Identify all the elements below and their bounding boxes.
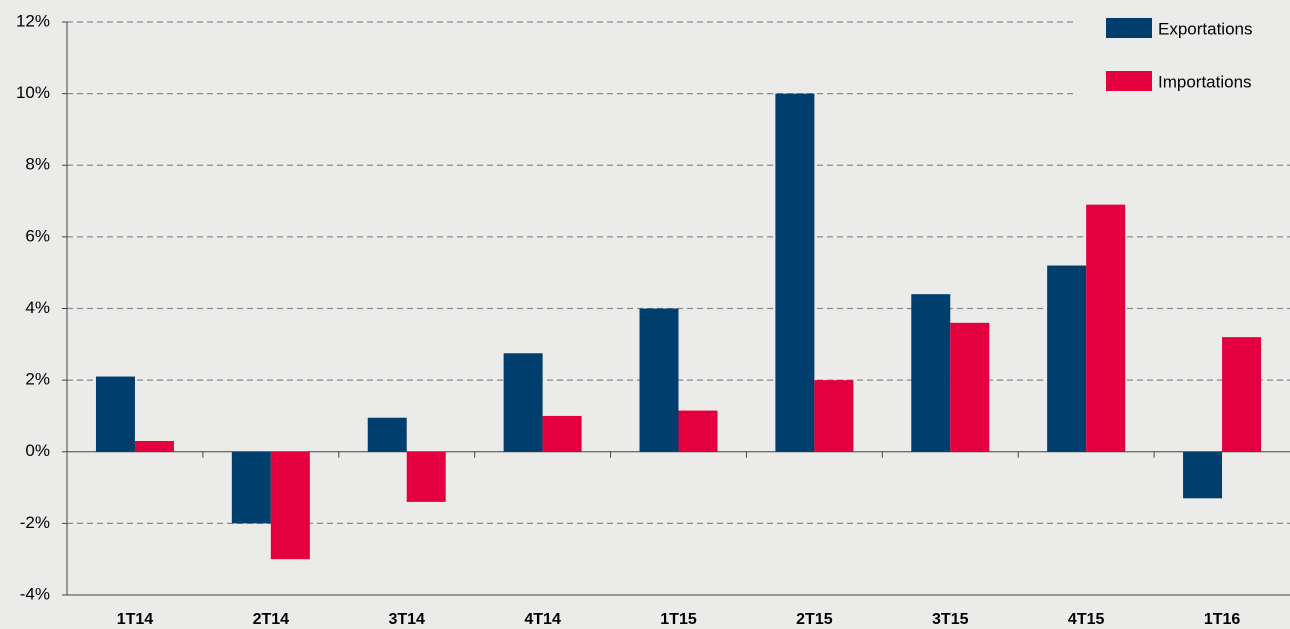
bar <box>1086 204 1126 452</box>
bar <box>814 380 854 452</box>
x-tick-label: 1T14 <box>117 611 154 628</box>
bar <box>367 417 407 452</box>
y-tick-label: 4% <box>25 298 50 317</box>
legend-label: Exportations <box>1158 19 1253 38</box>
x-tick-label: 2T14 <box>253 611 290 628</box>
y-tick-label: -4% <box>20 584 50 603</box>
y-tick-label: 10% <box>16 83 50 102</box>
x-tick-label: 4T14 <box>524 611 561 628</box>
bar <box>1047 265 1087 452</box>
bar <box>134 441 174 452</box>
x-tick-label: 3T14 <box>388 611 425 628</box>
bar <box>775 93 815 452</box>
bar <box>270 451 310 560</box>
y-tick-label: 6% <box>25 226 50 245</box>
legend-swatch <box>1106 18 1152 38</box>
bar <box>911 294 951 452</box>
legend-swatch <box>1106 71 1152 91</box>
bar <box>950 322 990 452</box>
y-tick-label: 2% <box>25 370 50 389</box>
x-tick-label: 1T16 <box>1204 611 1241 628</box>
x-tick-label: 3T15 <box>932 611 969 628</box>
bar <box>1222 337 1262 452</box>
bar <box>542 415 582 452</box>
x-tick-label: 2T15 <box>796 611 833 628</box>
bar <box>1183 451 1223 499</box>
bar <box>639 308 679 452</box>
bar <box>503 353 543 452</box>
y-tick-label: -2% <box>20 513 50 532</box>
y-tick-label: 8% <box>25 155 50 174</box>
bar <box>231 451 271 524</box>
bar <box>95 376 135 452</box>
y-tick-label: 12% <box>16 11 50 30</box>
bar <box>678 410 718 452</box>
legend-label: Importations <box>1158 72 1252 91</box>
x-tick-label: 1T15 <box>660 611 697 628</box>
x-tick-label: 4T15 <box>1068 611 1105 628</box>
y-tick-label: 0% <box>25 441 50 460</box>
bar <box>406 451 446 502</box>
